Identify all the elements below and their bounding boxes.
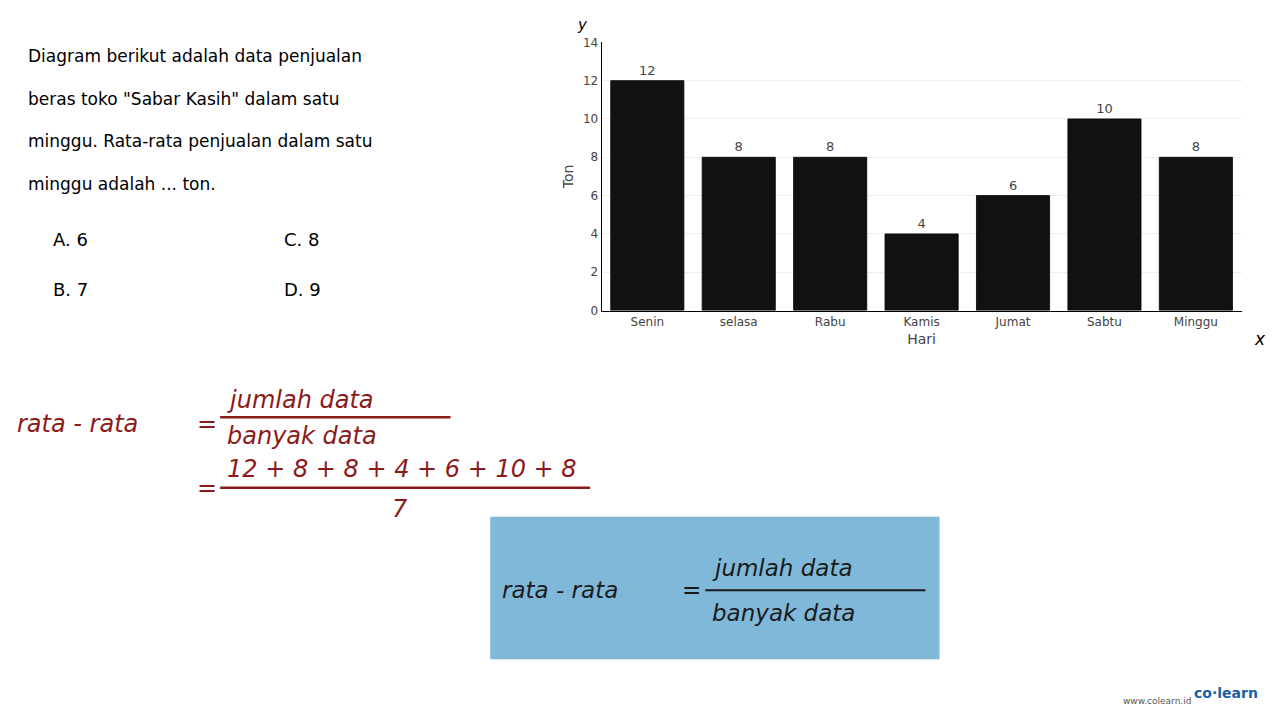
- svg-text:=: =: [197, 410, 217, 438]
- svg-text:co·learn: co·learn: [1194, 685, 1258, 701]
- svg-text:jumlah data: jumlah data: [227, 386, 374, 414]
- svg-text:minggu. Rata-rata penjualan da: minggu. Rata-rata penjualan dalam satu: [28, 131, 372, 151]
- svg-text:Kamis: Kamis: [903, 315, 939, 329]
- svg-text:D. 9: D. 9: [284, 279, 321, 300]
- svg-text:y: y: [577, 16, 588, 34]
- svg-text:B. 7: B. 7: [53, 279, 88, 300]
- svg-text:Minggu: Minggu: [1174, 315, 1218, 329]
- svg-text:8: 8: [591, 150, 599, 164]
- svg-text:0: 0: [591, 304, 599, 318]
- svg-text:banyak data: banyak data: [227, 422, 377, 450]
- svg-text:12: 12: [639, 63, 656, 78]
- svg-text:2: 2: [591, 265, 599, 279]
- svg-text:selasa: selasa: [720, 315, 758, 329]
- svg-text:Ton: Ton: [560, 165, 576, 190]
- svg-text:x: x: [1254, 329, 1266, 349]
- svg-text:jumlah data: jumlah data: [712, 555, 853, 581]
- svg-text:A. 6: A. 6: [53, 229, 88, 250]
- svg-text:Rabu: Rabu: [815, 315, 846, 329]
- svg-text:rata - rata: rata - rata: [502, 577, 618, 603]
- svg-text:10: 10: [583, 112, 598, 126]
- svg-text:8: 8: [735, 139, 743, 154]
- svg-text:Senin: Senin: [631, 315, 665, 329]
- svg-text:Diagram berikut adalah data pe: Diagram berikut adalah data penjualan: [28, 46, 362, 66]
- svg-text:14: 14: [583, 36, 598, 50]
- svg-text:Sabtu: Sabtu: [1087, 315, 1122, 329]
- svg-text:8: 8: [826, 139, 834, 154]
- svg-text:6: 6: [1009, 178, 1017, 193]
- svg-text:=: =: [197, 474, 217, 502]
- svg-text:Jumat: Jumat: [995, 315, 1031, 329]
- svg-text:7: 7: [392, 495, 408, 523]
- svg-text:www.colearn.id: www.colearn.id: [1123, 696, 1191, 706]
- svg-text:Hari: Hari: [907, 331, 936, 347]
- svg-text:10: 10: [1096, 101, 1113, 116]
- svg-text:12: 12: [583, 74, 598, 88]
- svg-text:4: 4: [917, 216, 925, 231]
- svg-text:rata - rata: rata - rata: [17, 410, 138, 438]
- svg-text:=: =: [682, 577, 701, 603]
- svg-text:minggu adalah ... ton.: minggu adalah ... ton.: [28, 174, 216, 194]
- svg-text:C. 8: C. 8: [284, 229, 319, 250]
- svg-text:banyak data: banyak data: [712, 600, 855, 626]
- svg-text:6: 6: [591, 189, 599, 203]
- svg-text:beras toko "Sabar Kasih" dalam: beras toko "Sabar Kasih" dalam satu: [28, 89, 340, 109]
- svg-text:8: 8: [1192, 139, 1200, 154]
- svg-text:12 + 8 + 8 + 4 + 6 + 10 + 8: 12 + 8 + 8 + 4 + 6 + 10 + 8: [227, 455, 577, 483]
- svg-text:4: 4: [591, 227, 599, 241]
